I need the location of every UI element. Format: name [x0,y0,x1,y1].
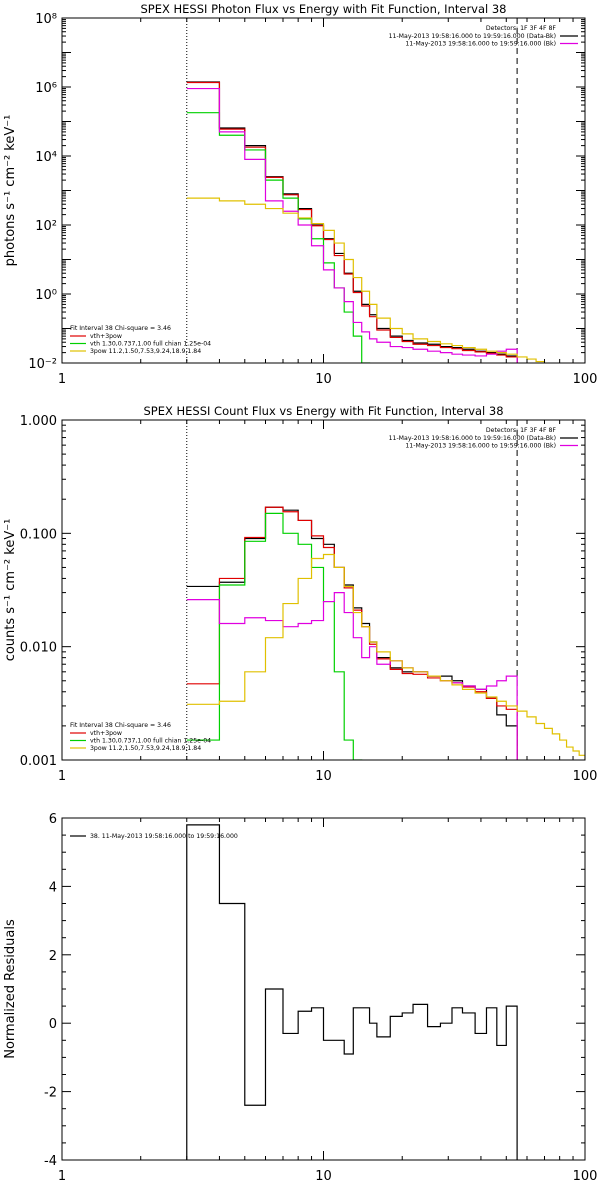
y-tick-label: 0.001 [20,754,57,769]
series-line-4 [186,87,518,363]
series-line-1 [186,506,518,760]
y-tick-label: 10⁴ [35,150,57,165]
x-tick-label: 1 [58,1169,66,1184]
legend-entry: 11-May-2013 19:58:16.000 to 19:59:16.000… [405,443,556,450]
y-tick-label: 10⁻² [28,357,57,372]
legend-entry: 11-May-2013 19:58:16.000 to 19:59:16.000… [389,435,556,442]
y-tick-label: 6 [49,812,57,827]
legend-title: Fit Interval 38 Chi-square = 3.46 [70,325,171,332]
x-tick-label: 10 [315,372,332,387]
y-tick-label: 4 [49,880,57,895]
plot-frame [61,17,586,364]
x-tick-label: 1 [58,769,66,784]
x-tick-label: 100 [573,1169,598,1184]
series-line-1 [186,824,518,1160]
x-tick-label: 1 [58,372,66,387]
x-tick-label: 100 [573,372,598,387]
y-tick-label: 2 [49,949,57,964]
legend-entry: 11-May-2013 19:58:16.000 to 19:59:16.000… [389,33,556,40]
y-tick-label: 10⁸ [35,12,57,27]
chart-title: SPEX HESSI Count Flux vs Energy with Fit… [143,404,503,418]
x-tick-label: 10 [315,769,332,784]
y-axis-label: photons s⁻¹ cm⁻² keV⁻¹ [3,115,18,267]
chart-panel-3: Normalized Residuals 1 10 100 -4 -2 0 2 4 6 38. 11… [3,812,597,1184]
legend-legend_bottom_left: Fit Interval 38 Chi-square = 3.46vth+3po… [70,722,211,752]
legend-entry: 3pow 11.2,1.50,7.53,9.24,18.9,1.84 [90,745,201,752]
legend-entry: vth 1.30,0.737,1.00 full chian 1.25e-04 [90,341,211,348]
legend-entry: vth+3pow [90,730,122,737]
legend-entry: 3pow 11.2,1.50,7.53,9.24,18.9,1.84 [90,348,201,355]
series-line-1 [186,81,518,363]
y-axis-label: counts s⁻¹ cm⁻² keV⁻¹ [3,519,18,662]
x-tick-label: 100 [573,769,598,784]
y-tick-label: 1.000 [20,414,57,429]
legend-title: Fit Interval 38 Chi-square = 3.46 [70,722,171,729]
y-axis: -4 -2 0 2 4 6 [44,812,585,1169]
legend-legend_top_left: 38. 11-May-2013 19:58:16.000 to 19:59:16… [70,833,238,840]
y-tick-label: 0.100 [20,527,57,542]
chart-title: SPEX HESSI Photon Flux vs Energy with Fi… [140,2,506,16]
series-line-2 [186,506,518,760]
chart-panel-2: SPEX HESSI Count Flux vs Energy with Fit… [3,404,597,784]
y-tick-label: 10⁰ [35,288,57,303]
x-axis: 1 10 100 [58,818,598,1184]
y-axis: 10⁻² 10⁰ 10² 10⁴ 10⁶ 10⁸ [28,12,585,372]
legend-title: Detectors: 1F 3F 4F 8F [486,25,557,32]
y-tick-label: 10⁶ [35,81,57,96]
y-tick-label: -4 [44,1154,57,1169]
series-line-5 [186,553,585,760]
chart-panel-1: SPEX HESSI Photon Flux vs Energy with Fi… [3,2,597,387]
plot-frame [61,817,586,1161]
x-axis: 1 10 100 [58,18,598,387]
legend-title: Detectors: 1F 3F 4F 8F [486,427,557,434]
series-line-4 [186,591,518,760]
y-tick-label: 10² [35,219,57,234]
y-tick-label: 0.010 [20,641,57,656]
y-axis: 0.001 0.010 0.100 1.000 [20,414,585,769]
y-axis-label: Normalized Residuals [3,919,18,1059]
x-tick-label: 10 [315,1169,332,1184]
legend-entry: 11-May-2013 19:58:16.000 to 19:59:16.000… [405,41,556,48]
legend-entry: 38. 11-May-2013 19:58:16.000 to 19:59:16… [90,833,238,840]
legend-legend_bottom_left: Fit Interval 38 Chi-square = 3.46vth+3po… [70,325,211,355]
legend-entry: vth+3pow [90,333,122,340]
series-line-3 [186,112,371,363]
series-line-3 [186,512,363,760]
series-group [186,824,518,1160]
y-tick-label: -2 [44,1086,57,1101]
legend-entry: vth 1.30,0.737,1.00 full chian 1.25e-04 [90,738,211,745]
x-axis: 1 10 100 [58,420,598,784]
y-tick-label: 0 [49,1017,57,1032]
series-line-5 [186,197,546,363]
series-group [186,420,585,760]
series-group [186,18,546,363]
